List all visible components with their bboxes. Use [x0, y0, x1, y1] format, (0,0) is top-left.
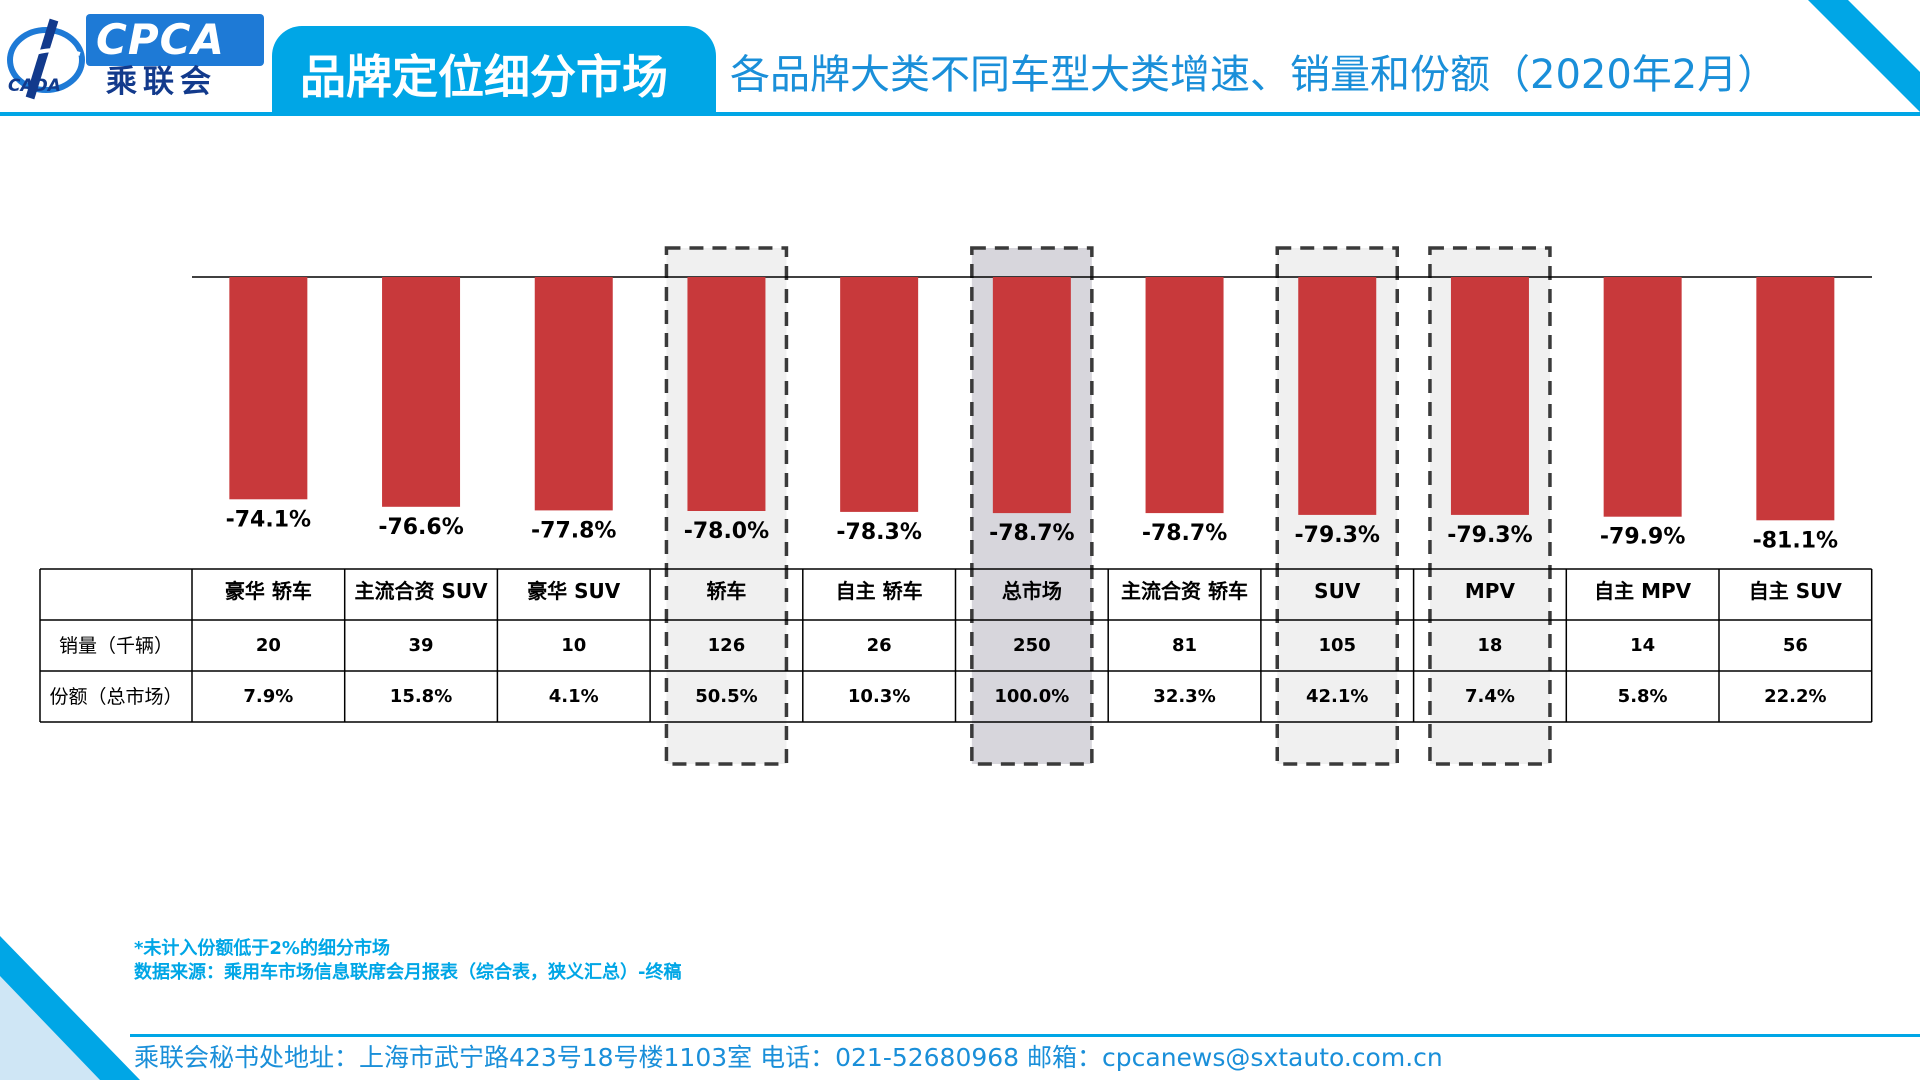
table-cell: 42.1%: [1306, 685, 1369, 707]
column-header: 自主 SUV: [1748, 578, 1842, 603]
logo-text: CPCA: [96, 15, 225, 64]
table-cell: 32.3%: [1153, 685, 1216, 707]
table-cell: 15.8%: [389, 685, 453, 707]
logo-box: [86, 14, 264, 66]
data-label: -81.1%: [1753, 528, 1838, 553]
table-cell: 56: [1782, 634, 1808, 656]
page-title: 品牌定位细分市场: [300, 50, 668, 104]
column-header: 豪华 SUV: [527, 578, 621, 603]
table-cell: 81: [1172, 634, 1198, 656]
column-header: MPV: [1464, 578, 1515, 603]
bar: [1450, 277, 1529, 515]
row-label: 销量（千辆）: [58, 634, 173, 657]
table-cell: 126: [707, 634, 746, 656]
corner-decoration-bottom-left: [0, 936, 140, 1080]
corner-decoration-top-right: [1808, 0, 1920, 112]
table-cell: 22.2%: [1764, 685, 1827, 707]
footnote-data-source: 数据来源：乘用车市场信息联席会月报表（综合表，狭义汇总）-终稿: [134, 962, 682, 983]
footer-divider: [130, 1034, 1920, 1037]
table-cell: 50.5%: [695, 685, 758, 707]
table-cell: 7.4%: [1464, 685, 1515, 707]
data-label: -76.6%: [378, 515, 463, 540]
data-label: -78.7%: [989, 521, 1074, 546]
title-tab: [272, 26, 716, 114]
logo-chinese-name: 乘联会: [106, 64, 217, 100]
column-header: 轿车: [706, 578, 747, 603]
bar: [992, 277, 1071, 514]
data-label: -78.7%: [1142, 521, 1227, 546]
column-header: SUV: [1314, 578, 1361, 603]
table-cell: 20: [255, 634, 281, 656]
bar: [382, 277, 461, 507]
table-cell: 10.3%: [847, 685, 911, 707]
table-cell: 18: [1477, 634, 1503, 656]
page-subtitle: 各品牌大类不同车型大类增速、销量和份额（2020年2月）: [730, 52, 1778, 98]
bar: [534, 277, 613, 511]
data-label: -79.9%: [1600, 525, 1685, 550]
bar: [1603, 277, 1682, 517]
column-header: 主流合资 轿车: [1121, 578, 1249, 603]
bar: [840, 277, 919, 512]
table-cell: 14: [1630, 634, 1656, 656]
column-header: 豪华 轿车: [224, 578, 312, 603]
table-cell: 4.1%: [548, 685, 599, 707]
column-header: 总市场: [1001, 578, 1062, 603]
logo-emblem-icon: [7, 18, 85, 100]
data-label: -79.3%: [1295, 523, 1380, 548]
footer-contact: 乘联会秘书处地址：上海市武宁路423号18号楼1103室 电话：021-5268…: [134, 1043, 1443, 1072]
bar: [1756, 277, 1835, 521]
table-cell: 10: [561, 634, 587, 656]
bar: [229, 277, 308, 500]
data-label: -78.0%: [684, 519, 769, 544]
table-cell: 5.8%: [1617, 685, 1668, 707]
header-divider: [0, 112, 1920, 116]
table-cell: 105: [1318, 634, 1357, 656]
column-header: 自主 MPV: [1594, 578, 1692, 603]
data-label: -79.3%: [1447, 523, 1532, 548]
footnote-share-threshold: *未计入份额低于2%的细分市场: [134, 938, 390, 959]
data-label: -77.8%: [531, 518, 616, 543]
bar: [1298, 277, 1377, 515]
column-header: 自主 轿车: [835, 578, 923, 603]
logo-sub-text: CADA: [8, 76, 61, 96]
cpca-logo: CPCA 乘联会 CADA: [0, 0, 270, 110]
table-cell: 250: [1013, 634, 1051, 656]
table-cell: 7.9%: [243, 685, 294, 707]
table-cell: 100.0%: [994, 685, 1070, 707]
data-label: -74.1%: [226, 507, 311, 532]
bar: [687, 277, 766, 511]
row-label: 份额（总市场）: [49, 685, 183, 708]
bar: [1145, 277, 1224, 514]
table-cell: 26: [866, 634, 892, 656]
data-label: -78.3%: [836, 520, 921, 545]
table-cell: 39: [408, 634, 434, 656]
column-header: 主流合资 SUV: [354, 578, 488, 603]
